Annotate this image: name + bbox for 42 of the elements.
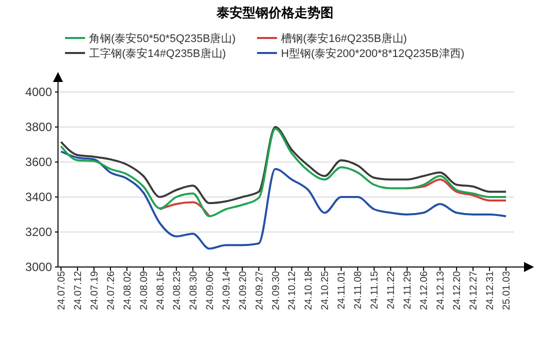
x-tick-label: 24.08.16 (155, 270, 166, 310)
x-tick-label: 24.12.20 (452, 270, 464, 310)
x-tick-label: 24.10.25 (320, 270, 332, 310)
x-tick-label: 24.07.26 (106, 270, 117, 310)
legend-label: 角钢(泰安50*50*5Q235B唐山) (89, 32, 236, 45)
x-tick-label: 24.10.18 (304, 270, 315, 310)
x-tick-label: 24.10.12 (287, 270, 298, 310)
line-series (60, 128, 507, 218)
line-series (60, 126, 507, 204)
x-tick-label: 24.12.13 (436, 270, 447, 310)
chart-title: 泰安型钢价格走势图 (216, 5, 334, 20)
x-tick-label: 24.12.27 (468, 270, 480, 310)
x-tick-label: 24.11.29 (402, 270, 414, 310)
x-tick-label: 24.08.23 (172, 270, 183, 310)
x-tick-label: 24.08.02 (122, 270, 134, 310)
y-tick-label: 3600 (25, 154, 52, 169)
x-tick-label: 24.09.14 (221, 270, 232, 310)
y-tick-label: 4000 (25, 84, 52, 99)
x-tick-label: 24.11.15 (370, 270, 381, 310)
y-tick-label: 3200 (25, 224, 52, 239)
x-tick-label: 24.11.01 (336, 270, 348, 310)
x-tick-label: 24.07.05 (56, 270, 68, 310)
x-tick-label: 24.12.31 (485, 270, 496, 310)
legend-label: 槽钢(泰安16#Q235B唐山) (281, 32, 407, 45)
x-tick-label: 24.07.19 (89, 270, 100, 310)
x-tick-label: 24.12.06 (419, 270, 430, 310)
x-tick-label: 24.09.06 (204, 270, 216, 310)
y-tick-label: 3800 (25, 120, 52, 134)
x-tick-label: 24.11.22 (386, 270, 398, 310)
x-tick-label: 24.09.27 (254, 270, 266, 310)
x-tick-label: 24.07.12 (72, 270, 84, 310)
legend-label: H型钢(泰安200*200*8*12Q235B津西) (281, 47, 464, 60)
y-tick-label: 3400 (25, 190, 52, 204)
x-tick-label: 24.09.30 (270, 270, 282, 310)
legend-label: 工字钢(泰安14#Q235B唐山) (89, 47, 226, 60)
line-series (60, 150, 507, 250)
x-tick-label: 24.08.09 (138, 270, 150, 310)
x-tick-label: 25.01.03 (502, 270, 512, 310)
x-tick-label: 24.09.20 (238, 270, 249, 310)
x-tick-label: 24.08.30 (188, 270, 200, 310)
y-tick-label: 3000 (25, 260, 52, 274)
x-tick-label: 24.11.08 (353, 270, 364, 310)
